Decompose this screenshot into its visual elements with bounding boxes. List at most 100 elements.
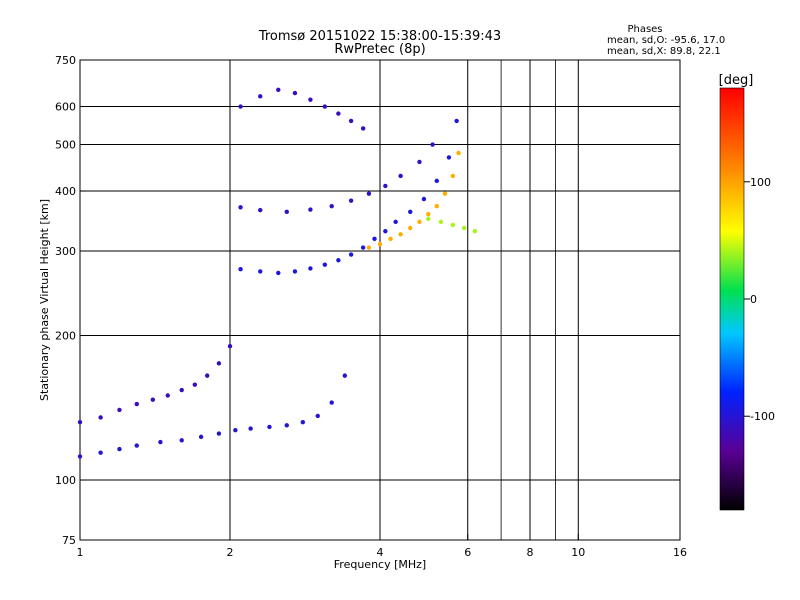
- data-point: [454, 118, 459, 124]
- x-tick-label: 2: [227, 546, 234, 559]
- data-point: [336, 111, 341, 116]
- x-tick-label: 8: [527, 546, 534, 559]
- x-tick-label: 1: [77, 546, 84, 559]
- data-point: [227, 344, 233, 349]
- data-point: [98, 415, 103, 420]
- data-point: [336, 258, 341, 263]
- data-point: [292, 269, 298, 274]
- data-point: [216, 361, 222, 366]
- data-point: [322, 104, 328, 109]
- data-point: [446, 155, 452, 160]
- data-point: [417, 219, 422, 225]
- x-axis-ticks: 1 2 4 6 8 10 16: [77, 534, 687, 559]
- colorbar-tick-label: 0: [750, 293, 757, 306]
- data-point: [393, 219, 398, 225]
- data-point: [308, 207, 313, 212]
- data-point: [117, 407, 122, 413]
- data-point: [284, 423, 289, 428]
- data-point: [192, 382, 198, 387]
- data-point: [472, 228, 478, 234]
- data-point: [408, 209, 413, 215]
- data-point: [426, 211, 431, 217]
- data-point: [179, 387, 184, 393]
- data-point: [158, 439, 163, 445]
- grid-lines: [80, 60, 680, 540]
- data-point: [383, 183, 388, 189]
- x-tick-label: 4: [377, 546, 384, 559]
- data-point: [134, 443, 139, 448]
- data-point: [258, 207, 263, 213]
- data-point: [461, 225, 467, 231]
- data-point: [398, 173, 403, 179]
- data-point: [360, 126, 366, 131]
- data-point: [198, 434, 204, 440]
- data-point: [258, 94, 263, 99]
- data-point: [165, 393, 170, 398]
- data-point: [417, 159, 422, 165]
- data-point: [248, 426, 253, 431]
- colorbar: [719, 87, 745, 511]
- y-axis-label: Stationary phase Virtual Height [km]: [38, 199, 51, 401]
- data-point: [308, 266, 313, 271]
- data-point: [348, 118, 354, 124]
- x-tick-label: 6: [464, 546, 471, 559]
- data-point: [360, 245, 366, 250]
- x-tick-label: 16: [673, 546, 687, 559]
- data-point: [267, 424, 272, 430]
- data-point: [342, 373, 348, 378]
- stats-line-o: mean, sd,O: -95.6, 17.0: [607, 35, 725, 46]
- data-point: [179, 438, 184, 443]
- y-tick-label: 200: [55, 330, 76, 343]
- data-point: [442, 191, 448, 196]
- data-point: [308, 97, 313, 102]
- y-tick-label: 300: [55, 245, 76, 258]
- data-point: [238, 205, 243, 210]
- data-point: [434, 203, 439, 209]
- chart-title: Tromsø 20151022 15:38:00-15:39:43: [258, 29, 501, 44]
- colorbar-tick-label: -100: [750, 410, 775, 423]
- data-point: [204, 373, 210, 378]
- data-point: [366, 245, 372, 250]
- data-point: [284, 209, 289, 215]
- y-tick-label: 75: [62, 534, 76, 547]
- data-point: [329, 203, 334, 209]
- data-point: [77, 454, 83, 459]
- data-point: [276, 87, 281, 93]
- data-point: [300, 419, 306, 425]
- y-tick-label: 750: [55, 54, 76, 67]
- data-point: [366, 191, 372, 196]
- data-point: [322, 262, 328, 267]
- data-point: [430, 142, 435, 147]
- data-point: [372, 236, 377, 242]
- data-point: [77, 419, 83, 425]
- colorbar-ticks: 100 0 -100: [744, 176, 775, 423]
- data-point: [408, 225, 413, 231]
- data-point: [398, 232, 403, 237]
- x-axis-label: Frequency [MHz]: [334, 558, 426, 571]
- y-axis-ticks: 75 100 200 300 400 500 600 750: [55, 54, 86, 547]
- data-point: [238, 266, 243, 272]
- data-point: [315, 413, 320, 419]
- data-point: [258, 269, 263, 274]
- colorbar-tick-label: 100: [750, 176, 771, 189]
- chart-subtitle: RwPretec (8p): [334, 42, 425, 57]
- data-point: [377, 241, 383, 247]
- data-point: [456, 150, 461, 156]
- stats-line-x: mean, sd,X: 89.8, 22.1: [607, 46, 721, 57]
- data-point: [329, 400, 334, 405]
- data-point: [450, 222, 456, 228]
- data-point: [292, 90, 298, 96]
- data-point: [276, 270, 281, 276]
- data-point: [216, 431, 222, 436]
- data-point: [426, 216, 431, 222]
- y-tick-label: 500: [55, 139, 76, 152]
- y-tick-label: 100: [55, 474, 76, 487]
- data-point: [117, 446, 122, 452]
- data-points: [77, 87, 478, 459]
- data-point: [348, 198, 354, 203]
- data-point: [233, 428, 238, 433]
- data-point: [348, 252, 354, 257]
- data-point: [434, 178, 439, 184]
- colorbar-label: [deg]: [719, 73, 754, 88]
- stats-header: Phases: [627, 24, 662, 35]
